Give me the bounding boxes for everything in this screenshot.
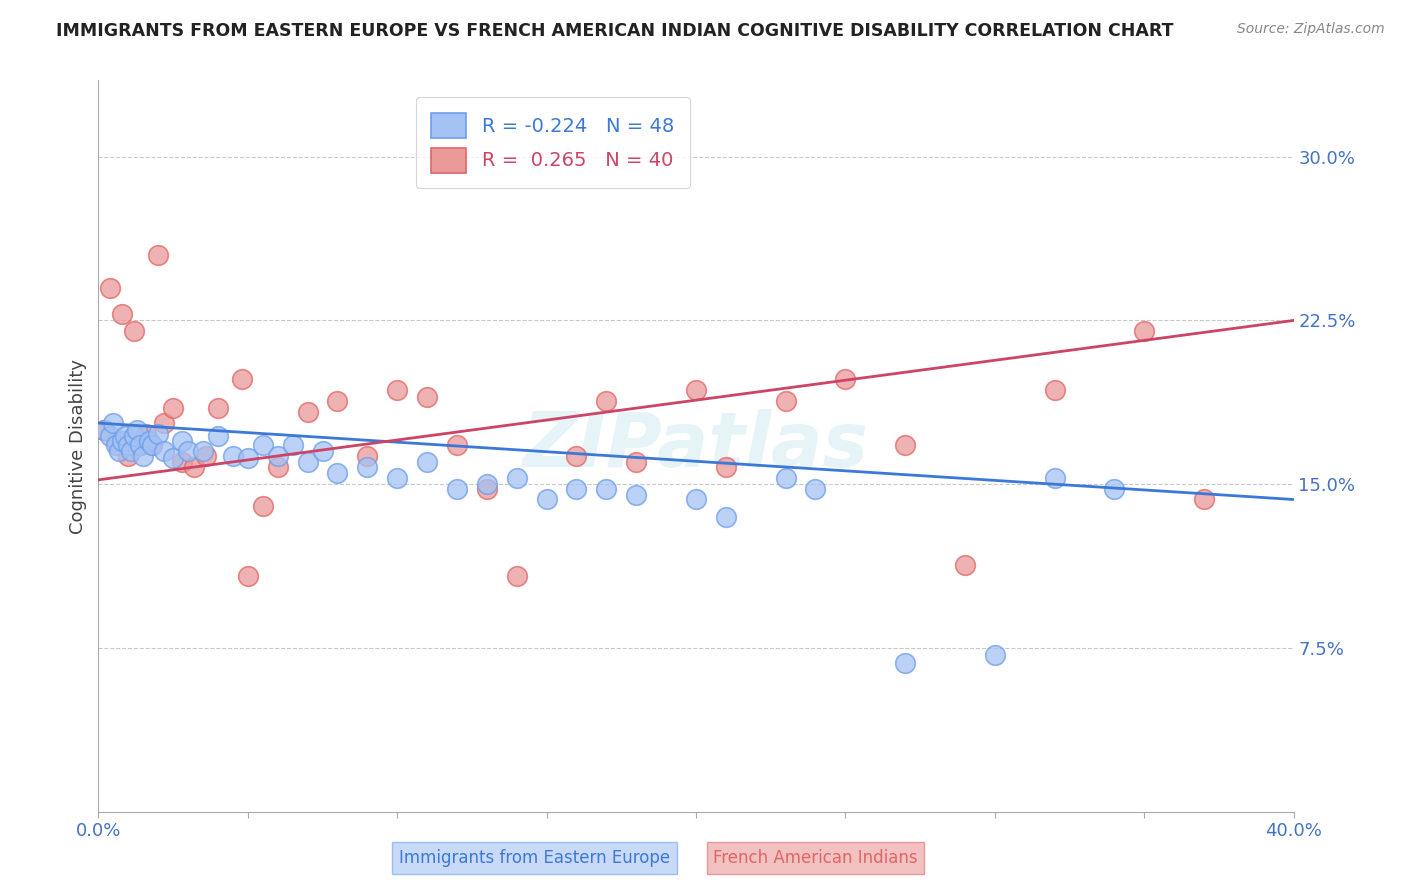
Point [252, 499, 274, 513]
Point [446, 438, 468, 452]
Point [1192, 492, 1215, 507]
Point [129, 438, 152, 452]
Point [267, 459, 290, 474]
Point [222, 449, 245, 463]
Point [311, 444, 333, 458]
Point [385, 384, 409, 398]
Point [132, 449, 155, 463]
Point [141, 438, 163, 452]
Point [93, 423, 115, 437]
Point [135, 427, 157, 442]
Point [714, 510, 737, 524]
Point [105, 438, 128, 452]
Point [231, 372, 253, 386]
Point [191, 444, 214, 458]
Point [127, 423, 149, 437]
Point [183, 459, 205, 474]
Point [141, 438, 163, 452]
Point [595, 482, 617, 496]
Point [281, 438, 304, 452]
Text: French American Indians: French American Indians [713, 849, 918, 867]
Point [356, 459, 378, 474]
Point [148, 427, 170, 442]
Point [565, 482, 588, 496]
Point [326, 467, 349, 481]
Point [129, 438, 152, 452]
Point [297, 455, 319, 469]
Point [138, 434, 160, 448]
Point [356, 449, 378, 463]
Point [108, 444, 131, 458]
Point [207, 429, 229, 443]
Point [984, 648, 1007, 662]
Point [120, 444, 142, 458]
Point [172, 434, 194, 448]
Point [894, 657, 917, 671]
Point [416, 390, 439, 404]
Point [195, 449, 218, 463]
Text: Source: ZipAtlas.com: Source: ZipAtlas.com [1237, 22, 1385, 37]
Text: IMMIGRANTS FROM EASTERN EUROPE VS FRENCH AMERICAN INDIAN COGNITIVE DISABILITY CO: IMMIGRANTS FROM EASTERN EUROPE VS FRENCH… [56, 22, 1174, 40]
Point [172, 455, 194, 469]
Point [114, 429, 136, 443]
Point [565, 449, 588, 463]
Point [595, 394, 617, 409]
Point [103, 416, 125, 430]
Point [446, 482, 468, 496]
Point [117, 438, 139, 452]
Point [148, 248, 170, 262]
Point [1043, 470, 1066, 484]
Point [416, 455, 439, 469]
Point [475, 482, 498, 496]
Point [626, 455, 648, 469]
Point [207, 401, 229, 415]
Point [326, 394, 349, 409]
Point [98, 429, 122, 443]
Point [775, 470, 797, 484]
Point [297, 405, 319, 419]
Point [894, 438, 917, 452]
Point [475, 477, 498, 491]
Point [124, 324, 146, 338]
Point [1133, 324, 1156, 338]
Point [117, 449, 139, 463]
Point [98, 281, 122, 295]
Point [124, 429, 146, 443]
Point [626, 488, 648, 502]
Point [162, 450, 184, 465]
Point [685, 492, 707, 507]
Point [177, 444, 200, 458]
Point [385, 470, 409, 484]
Point [111, 434, 134, 448]
Y-axis label: Cognitive Disability: Cognitive Disability [69, 359, 87, 533]
Point [506, 569, 529, 583]
Point [236, 569, 259, 583]
Point [714, 459, 737, 474]
Point [153, 416, 176, 430]
Legend: R = -0.224   N = 48, R =  0.265   N = 40: R = -0.224 N = 48, R = 0.265 N = 40 [416, 97, 689, 188]
Point [685, 384, 707, 398]
Point [236, 450, 259, 465]
Point [162, 401, 184, 415]
Point [111, 307, 134, 321]
Text: Immigrants from Eastern Europe: Immigrants from Eastern Europe [399, 849, 669, 867]
Point [93, 423, 115, 437]
Point [252, 438, 274, 452]
Point [153, 444, 176, 458]
Point [1104, 482, 1126, 496]
Point [105, 434, 128, 448]
Point [834, 372, 856, 386]
Point [775, 394, 797, 409]
Point [267, 449, 290, 463]
Point [804, 482, 827, 496]
Point [506, 470, 529, 484]
Point [953, 558, 976, 572]
Point [536, 492, 558, 507]
Text: ZIPatlas: ZIPatlas [523, 409, 869, 483]
Point [1043, 384, 1066, 398]
